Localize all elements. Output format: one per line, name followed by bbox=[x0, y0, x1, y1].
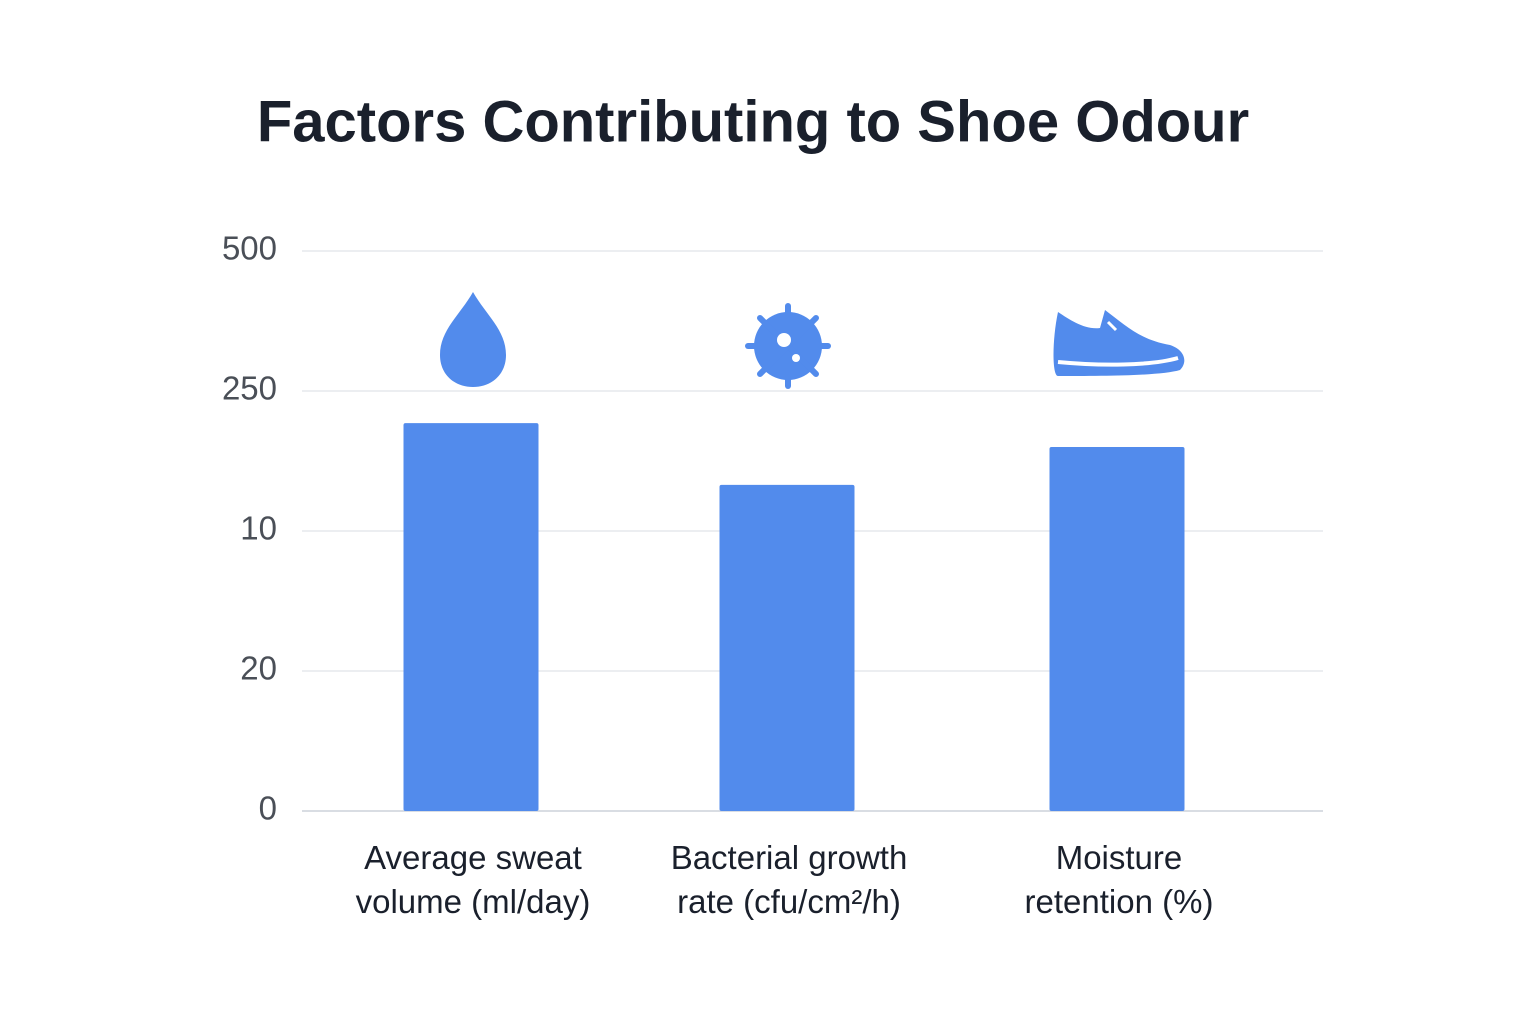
shoe-icon bbox=[1053, 310, 1185, 376]
y-tick-label: 20 bbox=[240, 650, 277, 687]
y-tick-label: 500 bbox=[222, 230, 277, 267]
y-tick-label: 0 bbox=[259, 790, 277, 827]
bar bbox=[403, 423, 539, 811]
x-tick-label: Average sweat volume (ml/day) bbox=[355, 839, 591, 920]
bar bbox=[719, 484, 855, 811]
y-tick-label: 250 bbox=[222, 370, 277, 407]
x-tick-label: Moisture retention (%) bbox=[1024, 839, 1214, 920]
x-tick-label: Bacterial growth rate (cfu/cm²/h) bbox=[670, 839, 908, 920]
bar bbox=[1049, 447, 1185, 811]
drop-icon bbox=[440, 292, 506, 387]
bacteria-icon bbox=[745, 303, 831, 389]
icons bbox=[440, 292, 1185, 389]
y-tick-label: 10 bbox=[240, 510, 277, 547]
chart-title: Factors Contributing to Shoe Odour bbox=[257, 89, 1249, 154]
